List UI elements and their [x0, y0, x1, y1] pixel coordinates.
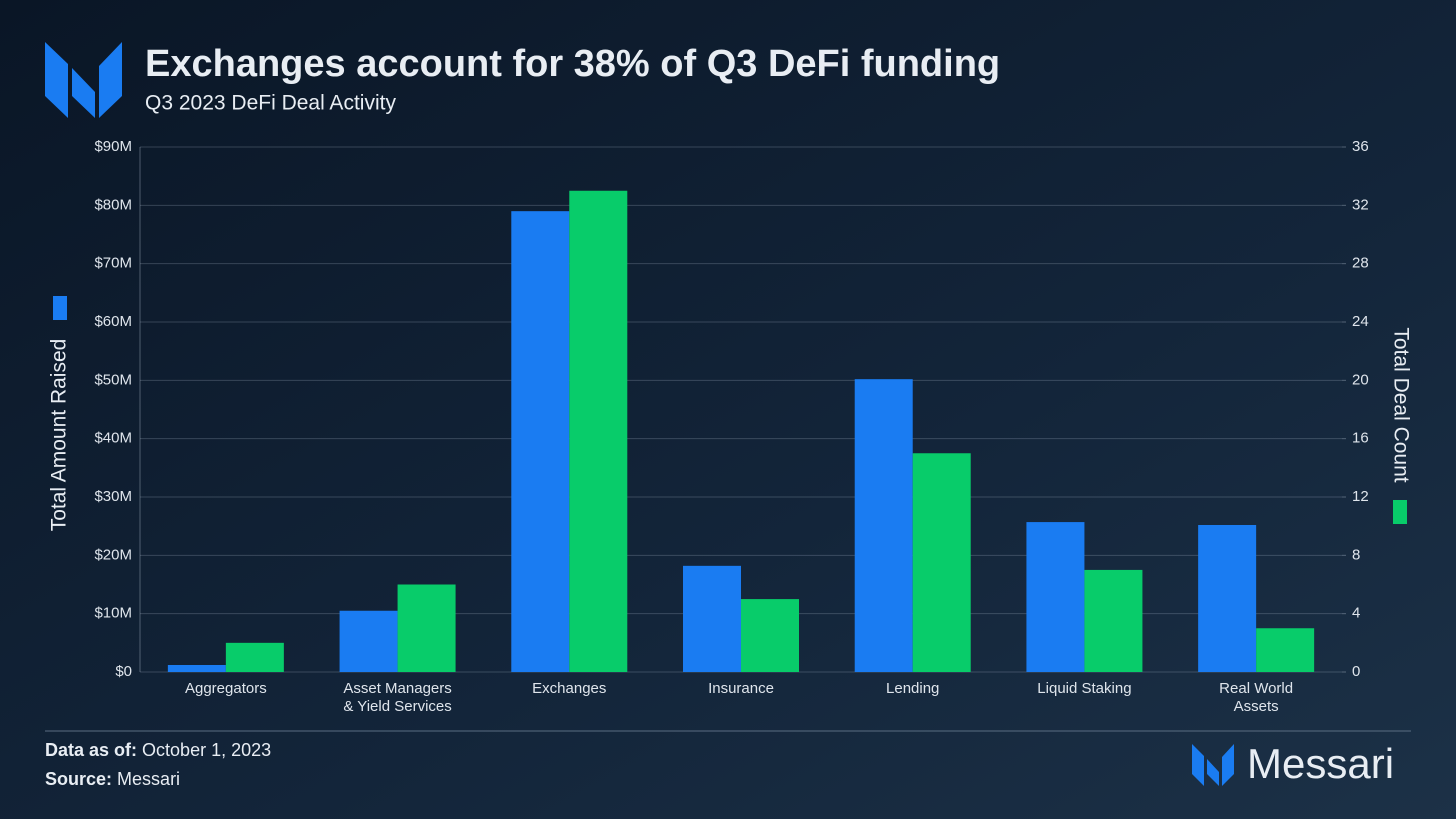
x-tick-label-line: Liquid Staking: [1037, 680, 1131, 697]
bar: [912, 453, 971, 672]
y-axis-label: Total Amount Raised: [48, 339, 71, 532]
bar: [1198, 525, 1257, 672]
y2-tick-label: 20: [1352, 371, 1369, 388]
y-tick-label: $20M: [94, 546, 132, 563]
x-tick-label: Lending: [886, 680, 939, 697]
y-tick-label: $80M: [94, 196, 132, 213]
y-tick-label: $40M: [94, 430, 132, 447]
footer-source-label: Source:: [45, 769, 112, 789]
bar: [741, 599, 799, 672]
footer-date-label: Data as of:: [45, 740, 137, 760]
chart-title: Exchanges account for 38% of Q3 DeFi fun…: [145, 43, 1000, 85]
y-tick-label: $30M: [94, 488, 132, 505]
y2-tick-label: 0: [1352, 663, 1360, 680]
y-tick-label: $50M: [94, 371, 132, 388]
x-tick-label-line: Aggregators: [185, 680, 267, 697]
bar: [1084, 569, 1143, 672]
x-tick-label-line: Real World: [1219, 680, 1293, 697]
x-tick-label-line: Insurance: [708, 680, 774, 697]
x-tick-label: Aggregators: [185, 680, 267, 697]
bar: [569, 190, 628, 672]
y2-tick-label: 12: [1352, 488, 1369, 505]
bar: [1026, 522, 1085, 672]
brand-logo: [1192, 744, 1234, 786]
y-tick-label: $90M: [94, 138, 132, 155]
bar: [511, 211, 570, 672]
logo: [45, 42, 122, 118]
footer-date-value: October 1, 2023: [142, 740, 271, 760]
y2-tick-label: 28: [1352, 255, 1369, 272]
brand-name: Messari: [1247, 740, 1394, 787]
y-tick-label: $70M: [94, 255, 132, 272]
y2-axis-label: Total Deal Count: [1389, 327, 1412, 482]
y2-tick-label: 24: [1352, 313, 1369, 330]
bar: [1256, 628, 1315, 672]
chart-subtitle: Q3 2023 DeFi Deal Activity: [145, 92, 396, 115]
x-tick-label-line: Assets: [1234, 698, 1279, 715]
x-tick-label: Asset Managers & Yield Services: [343, 680, 451, 715]
y2-tick-label: 16: [1352, 430, 1369, 447]
x-tick-label: Real World Assets: [1219, 680, 1293, 715]
bar: [854, 379, 913, 672]
x-tick-label: Liquid Staking: [1037, 680, 1131, 697]
y-tick-label: $0: [115, 663, 132, 680]
y-tick-label: $10M: [94, 605, 132, 622]
x-tick-label-line: & Yield Services: [343, 698, 451, 715]
legend-swatch: [1393, 500, 1407, 524]
legend-swatch: [53, 296, 67, 320]
x-tick-label-line: Lending: [886, 680, 939, 697]
y2-tick-label: 36: [1352, 138, 1369, 155]
y2-tick-label: 4: [1352, 605, 1360, 622]
footer-date: Data as of: October 1, 2023: [45, 740, 271, 760]
bar: [225, 642, 284, 672]
bar: [397, 584, 456, 672]
footer-source: Source: Messari: [45, 769, 180, 789]
y-tick-label: $60M: [94, 313, 132, 330]
footer-source-value: Messari: [117, 769, 180, 789]
bar: [683, 565, 741, 672]
x-tick-label: Exchanges: [532, 680, 606, 697]
bar: [339, 610, 398, 672]
y2-tick-label: 8: [1352, 546, 1360, 563]
x-tick-label-line: Exchanges: [532, 680, 606, 697]
x-tick-label: Insurance: [708, 680, 774, 697]
y2-tick-label: 32: [1352, 196, 1369, 213]
x-tick-label-line: Asset Managers: [343, 680, 451, 697]
bar: [167, 665, 226, 672]
